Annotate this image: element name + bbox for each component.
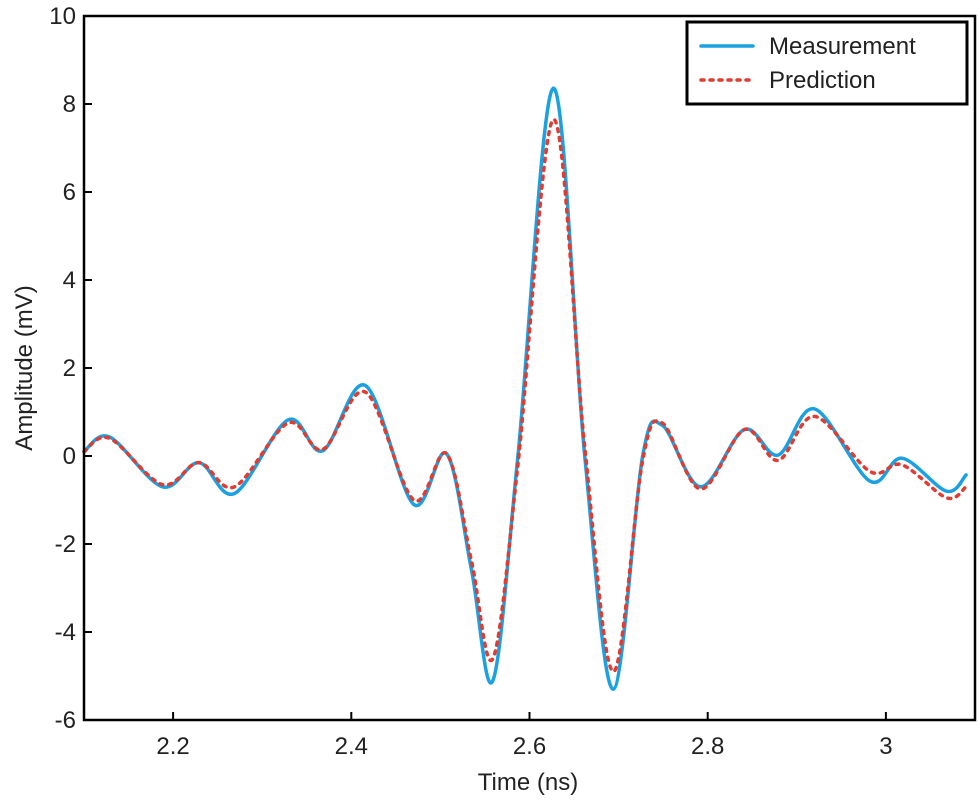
- legend-box: [685, 20, 969, 106]
- y-tick-label: 4: [63, 267, 76, 294]
- y-tick-label: 6: [63, 179, 76, 206]
- x-tick-label: 3: [879, 733, 892, 760]
- x-tick-label: 2.6: [513, 733, 546, 760]
- y-tick-label: 0: [63, 443, 76, 470]
- x-axis-label: Time (ns): [478, 769, 578, 796]
- legend-label: Prediction: [769, 67, 876, 94]
- x-tick-label: 2.4: [335, 733, 368, 760]
- y-tick-label: 2: [63, 355, 76, 382]
- x-tick-label: 2.2: [156, 733, 189, 760]
- plot-frame: [82, 14, 977, 722]
- legend-label: Measurement: [769, 33, 916, 60]
- y-tick-label: 8: [63, 91, 76, 118]
- series-line: [82, 86, 968, 691]
- y-axis-label: Amplitude (mV): [11, 285, 38, 450]
- x-tick-label: 2.8: [691, 733, 724, 760]
- y-tick-label: -4: [55, 619, 76, 646]
- y-tick-label: -2: [55, 531, 76, 558]
- y-tick-label: -6: [55, 707, 76, 734]
- y-tick-label: 10: [49, 3, 76, 30]
- series-line: [82, 117, 968, 674]
